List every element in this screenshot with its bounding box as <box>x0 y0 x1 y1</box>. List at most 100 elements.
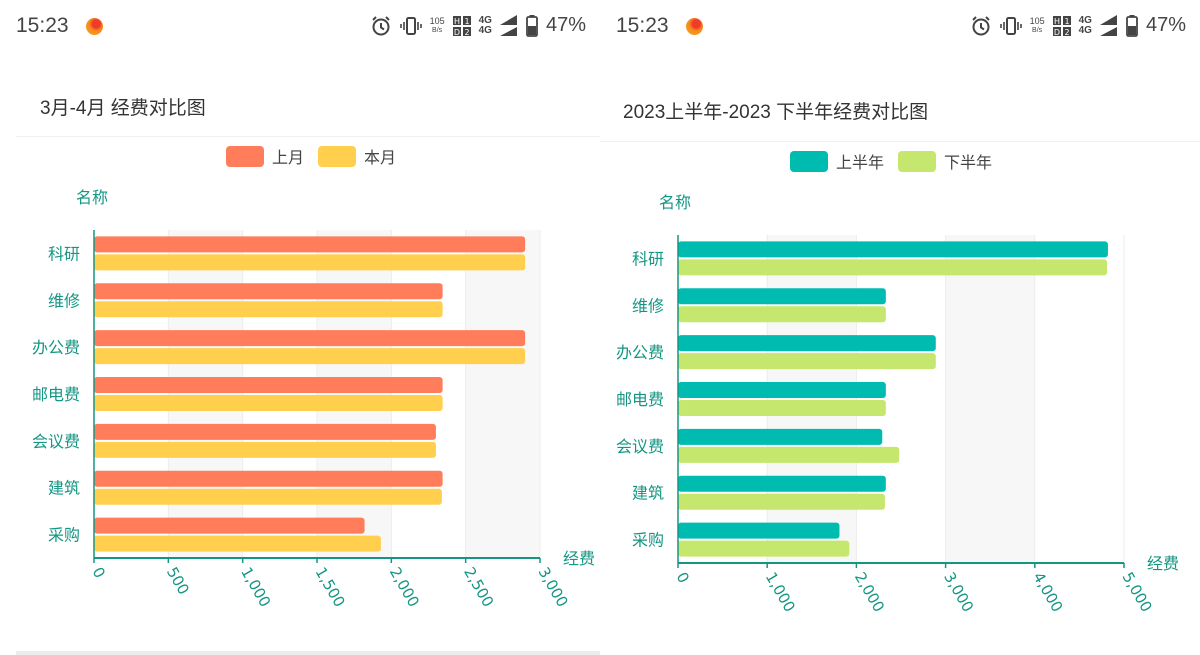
category-label: 科研 <box>48 244 80 263</box>
bar-series2 <box>94 254 526 271</box>
vibrate-icon <box>399 15 422 37</box>
grid-band <box>168 230 243 558</box>
legend-item-last-month[interactable]: 上月 <box>226 144 304 168</box>
bar-series2 <box>94 301 443 318</box>
category-label: 办公费 <box>32 338 80 357</box>
category-label: 会议费 <box>32 432 80 451</box>
svg-text:1: 1 <box>1064 17 1069 26</box>
y-axis-name: 名称 <box>76 188 108 207</box>
net-speed-icon: 105 B/s <box>1029 15 1045 35</box>
legend-swatch <box>226 145 264 167</box>
bar-series2 <box>678 540 850 557</box>
sim1-network: 4G <box>478 14 492 26</box>
bar-series1 <box>678 335 936 352</box>
bar-series2 <box>94 488 442 505</box>
bar-series1 <box>678 475 886 492</box>
bar-series1 <box>94 236 526 253</box>
category-label: 科研 <box>632 249 664 268</box>
bar-series1 <box>678 288 886 305</box>
battery-icon <box>1126 14 1138 37</box>
legend: 上半年 下半年 <box>790 149 998 173</box>
bar-series2 <box>678 259 1108 276</box>
bar-series2 <box>94 348 526 365</box>
bar-series2 <box>678 353 936 370</box>
grid-band <box>945 235 1035 563</box>
battery-icon <box>526 14 538 37</box>
legend-item-first-half[interactable]: 上半年 <box>790 149 884 173</box>
bar-series2 <box>678 306 886 323</box>
legend-swatch <box>898 150 937 172</box>
category-label: 会议费 <box>616 437 664 456</box>
x-tick-label: 2,500 <box>460 564 497 610</box>
bar-series1 <box>94 377 443 393</box>
grid-band <box>317 230 392 558</box>
bottom-strip <box>16 651 600 655</box>
bar-series2 <box>94 535 381 552</box>
category-label: 建筑 <box>48 479 80 498</box>
signal-icon <box>499 14 518 37</box>
bar-series1 <box>678 522 840 539</box>
title-divider <box>16 136 600 137</box>
x-tick-label: 2,000 <box>851 569 888 615</box>
x-tick-label: 1,000 <box>237 564 274 610</box>
category-label: 采购 <box>48 526 80 545</box>
net-speed-unit: B/s <box>432 26 443 34</box>
vibrate-icon <box>999 15 1022 37</box>
alarm-icon <box>970 15 992 37</box>
net-speed-unit: B/s <box>1032 26 1043 34</box>
battery-percent: 47% <box>1145 14 1186 36</box>
bar-series1 <box>94 283 443 300</box>
category-label: 邮电费 <box>616 390 664 409</box>
legend-item-this-month[interactable]: 本月 <box>318 144 396 168</box>
svg-text:H: H <box>454 17 460 26</box>
x-tick-label: 0 <box>89 564 109 581</box>
svg-text:2: 2 <box>1064 28 1069 36</box>
category-label: 采购 <box>632 531 664 550</box>
legend-label: 本月 <box>364 148 397 167</box>
x-tick-label: 3,000 <box>940 569 977 615</box>
bar-series1 <box>94 423 436 440</box>
grid-band <box>767 235 857 563</box>
svg-text:H: H <box>1054 17 1060 26</box>
x-tick-label: 1,500 <box>312 564 349 610</box>
bar-series1 <box>94 470 443 487</box>
sim-network-labels: 4G 4G <box>478 14 492 36</box>
legend-label: 上月 <box>272 148 305 167</box>
x-tick-label: 3,000 <box>535 564 572 610</box>
x-tick-label: 0 <box>673 569 693 586</box>
signal-icon <box>1099 14 1118 37</box>
svg-text:D: D <box>1054 28 1060 36</box>
bar-series1 <box>94 330 526 347</box>
x-tick-label: 1,000 <box>762 569 799 615</box>
x-axis-name: 经费 <box>1147 554 1179 573</box>
status-time: 15:23 <box>16 14 69 37</box>
bar-series2 <box>678 446 900 463</box>
sim1-network: 4G <box>1078 14 1092 26</box>
grid-band <box>465 230 540 558</box>
alarm-icon <box>370 15 392 37</box>
status-time: 15:23 <box>616 14 669 37</box>
chart-title: 2023上半年-2023 下半年经费对比图 <box>623 102 929 123</box>
category-label: 维修 <box>632 296 664 315</box>
chart-title: 3月-4月 经费对比图 <box>40 98 206 119</box>
app-notification-icon <box>686 18 703 35</box>
category-label: 建筑 <box>632 484 664 503</box>
sim-network-labels: 4G 4G <box>1078 14 1092 36</box>
sim2-network: 4G <box>1078 24 1092 36</box>
legend-item-second-half[interactable]: 下半年 <box>898 149 992 173</box>
bar-series1 <box>678 428 883 445</box>
bar-series1 <box>678 382 886 398</box>
x-tick-label: 4,000 <box>1029 569 1066 615</box>
category-label: 维修 <box>48 291 80 310</box>
sim2-network: 4G <box>478 24 492 36</box>
bar-series2 <box>678 493 885 510</box>
net-speed-value: 105 <box>1029 15 1045 26</box>
legend: 上月 本月 <box>226 144 402 168</box>
